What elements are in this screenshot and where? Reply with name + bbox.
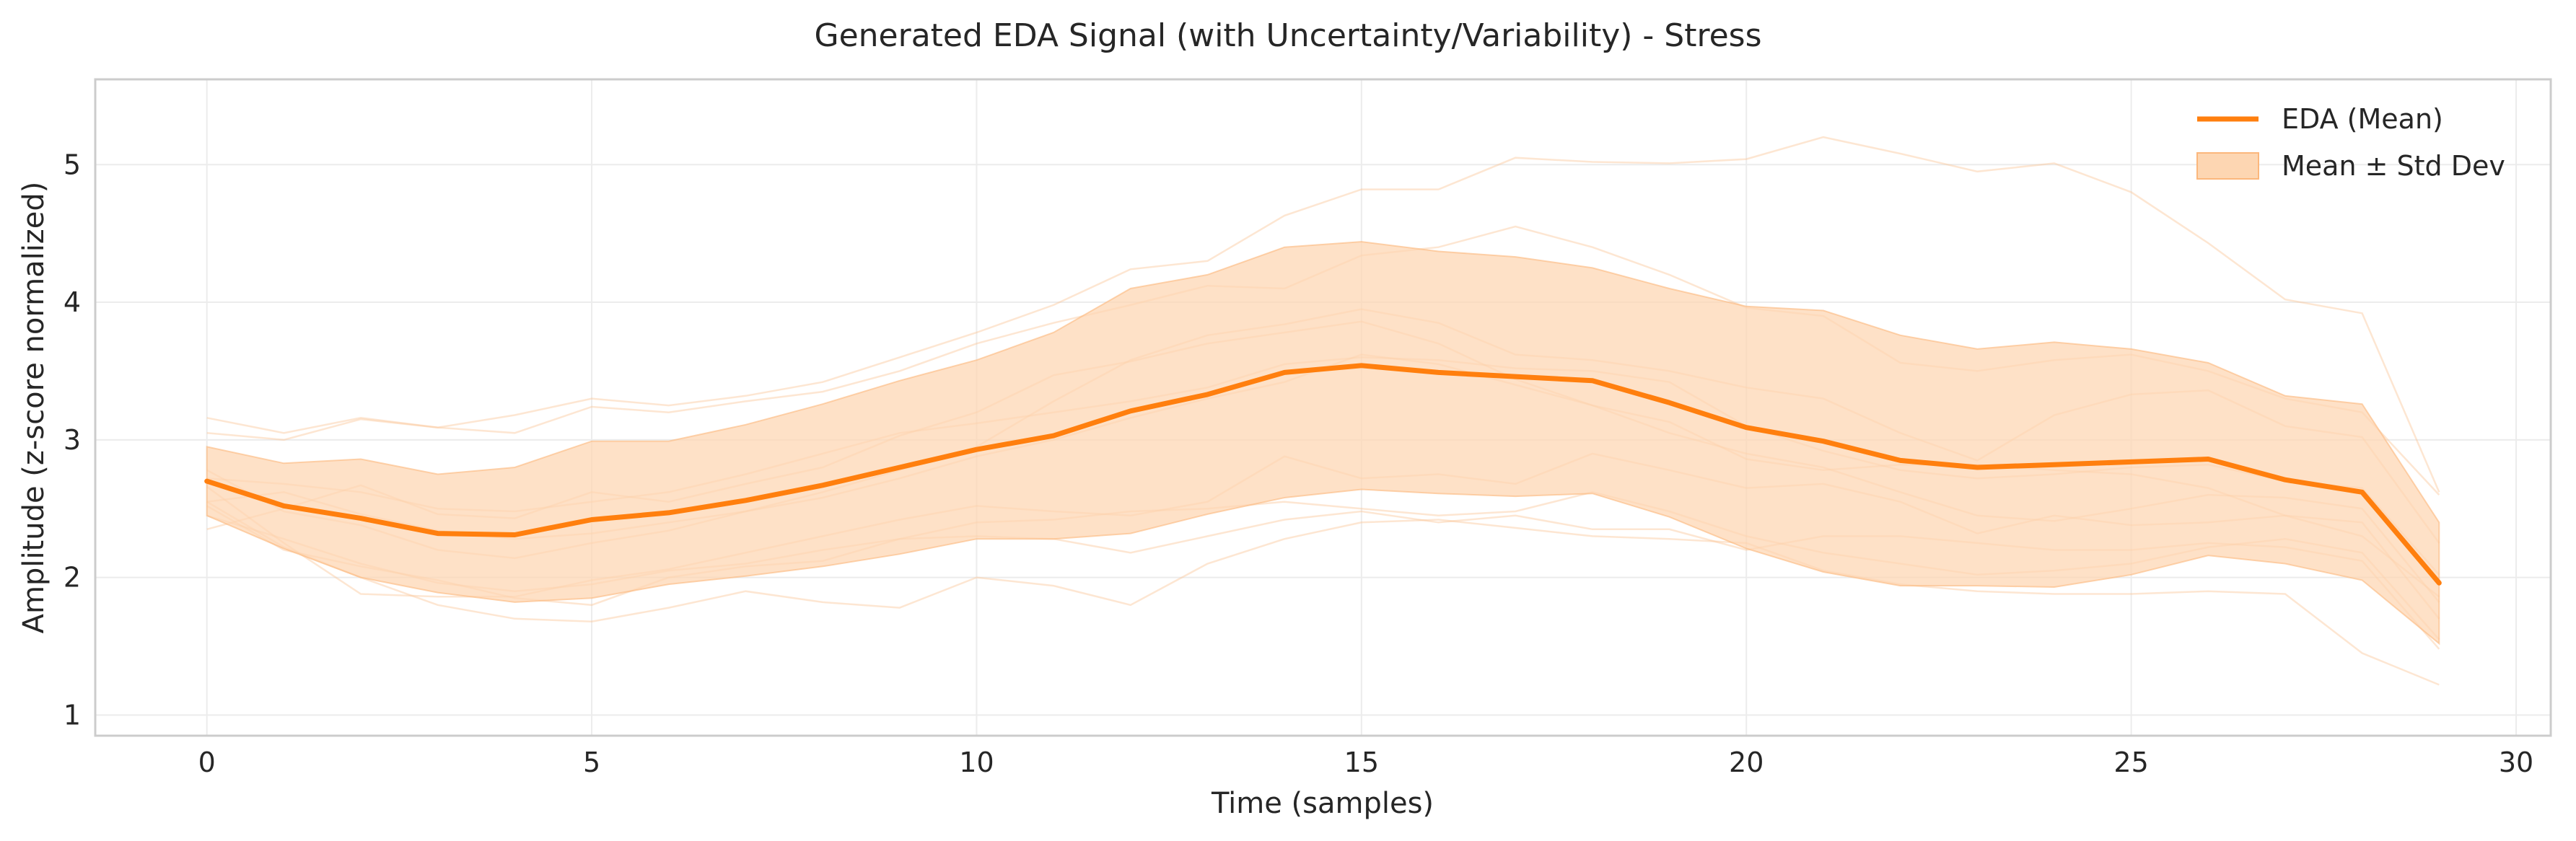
std-dev-band <box>206 241 2440 646</box>
sample-trace-line <box>206 501 2440 686</box>
x-tick-label: 30 <box>2499 747 2533 778</box>
y-tick-label: 4 <box>63 286 81 318</box>
y-tick-label: 1 <box>63 699 81 731</box>
x-tick-label: 10 <box>959 747 994 778</box>
y-tick-labels: 1 2 3 4 5 <box>63 149 81 731</box>
x-tick-label: 15 <box>1344 747 1379 778</box>
y-axis-label: Amplitude (z-score normalized) <box>17 182 51 634</box>
y-tick-label: 2 <box>63 562 81 594</box>
legend-mean-label: EDA (Mean) <box>2282 103 2443 135</box>
chart-title: Generated EDA Signal (with Uncertainty/V… <box>815 17 1762 54</box>
legend-band-swatch <box>2196 152 2259 180</box>
std-dev-band-layer <box>206 241 2440 646</box>
x-tick-label: 20 <box>1729 747 1764 778</box>
sample-trace-line <box>206 136 2440 493</box>
x-tick-label: 0 <box>198 747 216 778</box>
legend: EDA (Mean) Mean ± Std Dev <box>2196 103 2505 182</box>
x-tick-label: 5 <box>583 747 600 778</box>
mean-line <box>204 363 2442 586</box>
mean-line-layer <box>204 363 2442 586</box>
x-axis-label: Time (samples) <box>1211 787 1434 820</box>
plot-frame <box>94 78 2552 737</box>
legend-band-label: Mean ± Std Dev <box>2282 150 2505 182</box>
x-tick-label: 25 <box>2113 747 2148 778</box>
x-tick-labels: 0 5 10 15 20 25 30 <box>198 747 2534 778</box>
y-tick-label: 3 <box>63 424 81 456</box>
y-tick-label: 5 <box>63 149 81 180</box>
